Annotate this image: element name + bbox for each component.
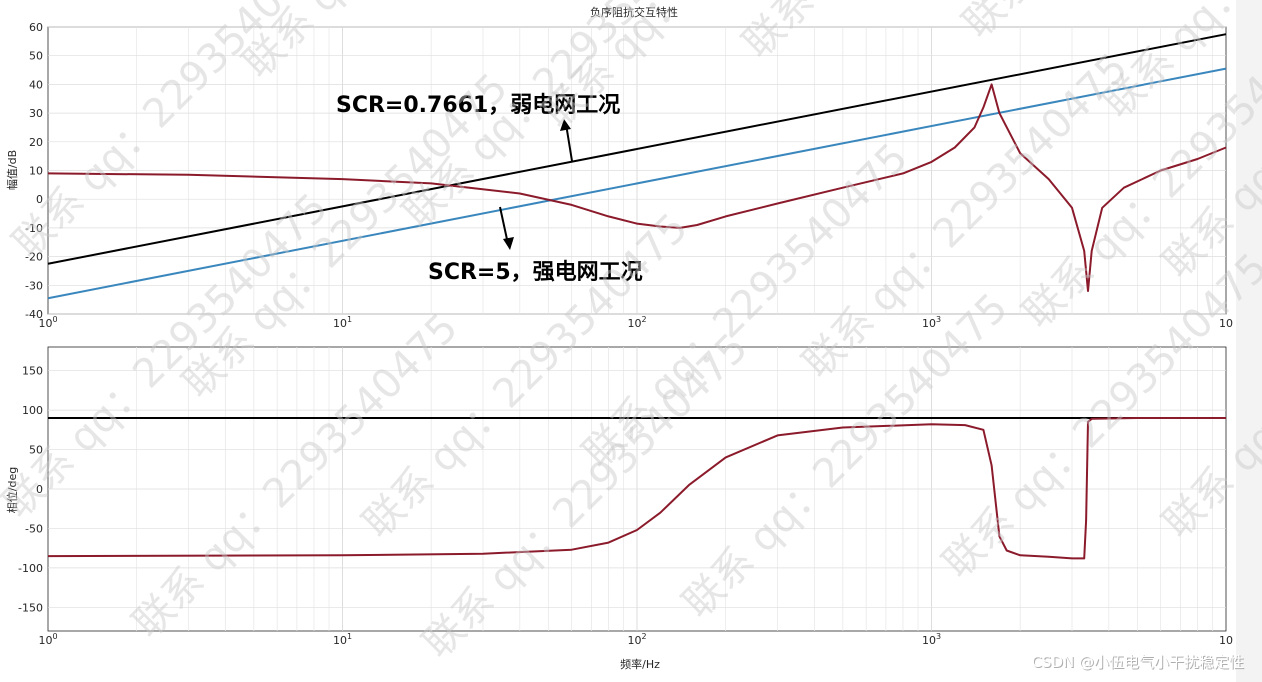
y-tick-label: 100: [22, 404, 43, 417]
x-tick-label: 101: [333, 315, 352, 330]
annotation-strong-grid-arrowhead: [503, 237, 514, 250]
magnitude-y-axis-label: 幅值/dB: [6, 150, 19, 190]
x-tick-label: 100: [38, 632, 57, 647]
y-tick-label: 0: [36, 193, 43, 206]
series-line-0-1: [47, 67, 1227, 300]
y-tick-label: -100: [18, 562, 43, 575]
credit-label: CSDN @小伍电气小干扰稳定性: [1031, 653, 1244, 671]
y-tick-label: 20: [29, 136, 43, 149]
y-tick-label: -40: [25, 308, 43, 321]
series-line-0-2: [47, 83, 1227, 292]
phase-y-tick-labels: 150 100 50 0 -50 -100 -150: [18, 365, 43, 615]
magnitude-series: [47, 33, 1227, 300]
phase-grid: [48, 347, 1226, 631]
x-tick-label: 10: [1219, 634, 1233, 647]
y-tick-label: -150: [18, 601, 43, 614]
y-tick-label: 0: [36, 483, 43, 496]
x-tick-label: 100: [38, 315, 57, 330]
y-tick-label: -30: [25, 279, 43, 292]
right-margin: [1236, 0, 1262, 682]
phase-x-tick-labels: 100 101 102 103 10: [38, 632, 1233, 647]
y-tick-label: -10: [25, 222, 43, 235]
phase-x-axis-label: 频率/Hz: [620, 657, 660, 671]
x-tick-label: 102: [627, 315, 646, 330]
magnitude-grid: [48, 26, 1226, 315]
x-tick-label: 10: [1219, 317, 1233, 330]
y-tick-label: 50: [29, 50, 43, 63]
series-line-1-1: [47, 417, 1226, 560]
phase-series: [47, 417, 1226, 560]
annotation-weak-grid: SCR=0.7661，弱电网工况: [336, 93, 620, 118]
chart-title: 负序阻抗交互特性: [590, 5, 678, 19]
y-tick-label: 30: [29, 107, 43, 120]
annotation-strong-grid: SCR=5，强电网工况: [428, 260, 643, 285]
annotation-strong-grid-arrow: [499, 206, 509, 245]
y-tick-label: 60: [29, 21, 43, 34]
phase-y-axis-label: 相位/deg: [5, 467, 19, 513]
x-tick-label: 102: [627, 632, 646, 647]
y-tick-label: -50: [25, 522, 43, 535]
series-line-0-0: [47, 33, 1227, 265]
y-tick-label: 10: [29, 165, 43, 178]
annotation-weak-grid-arrowhead: [560, 119, 571, 131]
y-tick-label: -20: [25, 251, 43, 264]
magnitude-x-tick-labels: 100 101 102 103 10: [38, 315, 1233, 330]
y-tick-label: 50: [29, 444, 43, 457]
x-tick-label: 101: [333, 632, 352, 647]
x-tick-label: 103: [922, 315, 941, 330]
y-tick-label: 40: [29, 78, 43, 91]
x-tick-label: 103: [922, 632, 941, 647]
phase-plot: 150 100 50 0 -50 -100 -150 100 101 102 103 10 相位/d…: [5, 346, 1233, 671]
annotation-weak-grid-arrow: [565, 123, 573, 162]
y-tick-label: 150: [22, 365, 43, 378]
credit-shadow: CSDN @小伍电气小干扰稳定性: [1032, 654, 1245, 672]
magnitude-y-tick-labels: 60 50 40 30 20 10 0 -10 -20 -30 -40: [25, 21, 43, 321]
